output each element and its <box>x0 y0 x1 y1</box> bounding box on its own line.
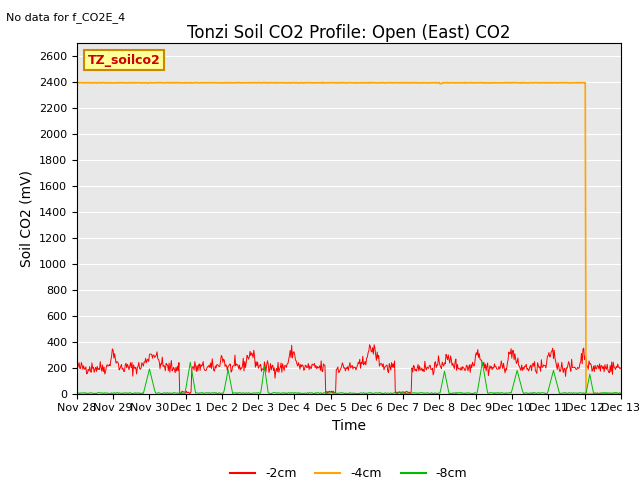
-4cm <box>83 80 90 85</box>
-4cm <box>416 80 424 85</box>
-2cm <box>195 362 202 368</box>
Text: TZ_soilco2: TZ_soilco2 <box>88 54 161 67</box>
-8cm <box>186 360 194 365</box>
Line: -4cm: -4cm <box>77 83 621 394</box>
-8cm <box>223 371 231 377</box>
-2cm <box>139 361 147 367</box>
Title: Tonzi Soil CO2 Profile: Open (East) CO2: Tonzi Soil CO2 Profile: Open (East) CO2 <box>187 24 511 42</box>
-8cm <box>139 390 147 396</box>
-4cm <box>73 80 81 86</box>
-4cm <box>582 391 590 396</box>
X-axis label: Time: Time <box>332 419 366 433</box>
-8cm <box>73 391 81 396</box>
-8cm <box>377 391 385 396</box>
Legend: -2cm, -4cm, -8cm: -2cm, -4cm, -8cm <box>225 462 472 480</box>
-4cm <box>260 80 268 85</box>
-4cm <box>194 80 202 86</box>
Y-axis label: Soil CO2 (mV): Soil CO2 (mV) <box>19 170 33 267</box>
-8cm <box>83 390 90 396</box>
-2cm <box>433 365 440 371</box>
-4cm <box>431 80 439 85</box>
-2cm <box>417 367 424 372</box>
-2cm <box>617 365 625 371</box>
-2cm <box>177 391 184 396</box>
-4cm <box>617 391 625 396</box>
-4cm <box>223 80 230 86</box>
-8cm <box>433 390 440 396</box>
-8cm <box>417 390 424 396</box>
-8cm <box>195 391 202 396</box>
Text: No data for f_CO2E_4: No data for f_CO2E_4 <box>6 12 125 23</box>
-2cm <box>223 368 231 373</box>
-2cm <box>83 371 90 377</box>
-8cm <box>617 391 625 396</box>
-2cm <box>73 363 81 369</box>
-2cm <box>366 342 374 348</box>
Line: -8cm: -8cm <box>77 362 621 394</box>
Line: -2cm: -2cm <box>77 345 621 394</box>
-4cm <box>139 80 147 86</box>
